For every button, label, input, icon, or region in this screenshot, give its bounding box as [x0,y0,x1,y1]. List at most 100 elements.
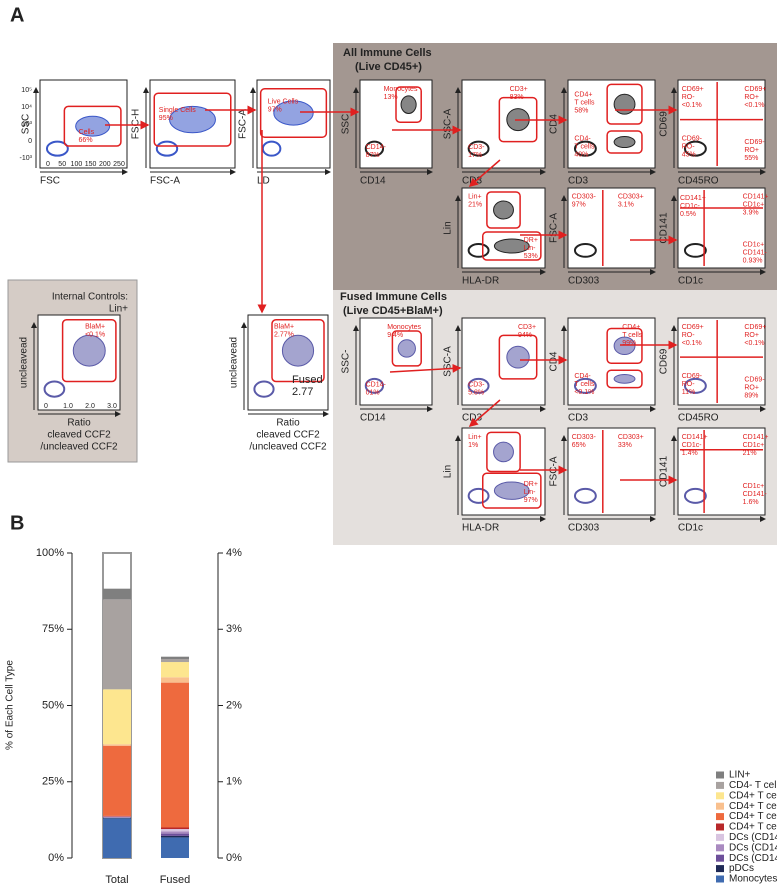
cell-cloud [364,140,385,157]
y-axis-label: SSC [21,114,32,135]
y-axis-label: CD69 [659,111,670,137]
gate-label: 97% [572,202,586,209]
x-axis-label: cleaved CCF2 [256,430,320,441]
gate-label: CD3+ [510,86,528,93]
gate-label: CD69+ [682,86,704,93]
gate-label: CD4- [574,135,591,142]
legend-swatch [716,865,724,873]
gate-label: Lin- [524,489,536,496]
section-title: (Live CD45+BlaM+) [343,305,443,317]
x-axis-label: FSC-A [150,176,180,187]
legend-label: CD4+ T cells (RO+CD69+) [729,822,777,833]
gate-label: Monocytes [384,86,418,93]
gate-label: CD69- [744,139,765,146]
legend-label: LIN+ [729,770,751,781]
gate-label: 1% [468,442,478,449]
bar-segment [103,599,131,690]
gate-label: T cells [622,332,643,339]
x-axis-label: HLA-DR [462,523,499,534]
y-tick-label: 10³ [22,121,33,128]
gate-label: 97% [268,106,282,113]
cell-cloud [397,339,416,358]
legend-swatch [716,781,724,789]
cell-cloud [281,334,315,367]
x-axis-label: CD303 [568,523,600,534]
gate-label: 0.93% [743,258,763,265]
gate-label: T cells [574,99,595,106]
gate [395,86,422,123]
cell-cloud [493,200,514,220]
cell-cloud [613,374,636,384]
gate [486,191,521,229]
gate [606,83,643,125]
gate-label: 5.8% [468,389,484,396]
legend-label: DCs (CD141+CD1c+) [729,842,777,853]
gate-label: 3.9% [743,210,759,217]
plot-frame [567,187,656,269]
gate-label: Live Cells [268,98,299,105]
gate-label: CD1c+ [743,202,765,209]
x-tick-label: 1.0 [63,403,73,410]
bar-segment [161,837,189,858]
y2-tick-label: 3% [226,623,242,635]
gate-label: 65% [572,442,586,449]
gate-label: CD1c+ [743,242,765,249]
x-tick-label: 250 [113,161,125,168]
bar-segment [103,689,131,745]
gate-label: 45% [682,151,696,158]
cell-cloud [573,140,597,157]
y-tick-label: 10⁴ [21,104,32,111]
cell-cloud [45,140,69,157]
gate-arrow [468,159,501,187]
gate-label: CD1c+ [743,442,765,449]
gate-arrow [468,399,501,427]
gate-label: 1.6% [743,499,759,506]
gate-label: CD141- [743,491,768,498]
x-tick-label: Fused [160,874,191,886]
gate [486,431,521,473]
x-axis-label: Ratio [276,418,300,429]
gate-note: Fused [292,374,323,386]
gate-label: 21% [743,450,757,457]
gate-label: 17% [468,152,482,159]
gate-label: CD69+ [682,324,704,331]
plot-frame [677,317,766,406]
y-axis-label: SSC- [341,350,352,374]
plot-frame [677,79,766,169]
gate-label: RO+ [744,94,759,101]
cell-cloud [493,238,530,254]
gate [63,105,122,147]
gate [271,319,325,383]
gate-label: 40% [574,151,588,158]
y-axis-label: FSC-A [549,456,560,486]
gate-label: 99% [622,340,636,347]
gate-label: CD4- [574,373,591,380]
gate [482,472,542,509]
legend-swatch [716,875,724,883]
bar-segment [103,745,131,816]
gate-label: CD303+ [618,194,644,201]
y-axis-label: SSC-A [443,346,454,377]
gate-label: 66% [79,137,93,144]
gate [61,319,117,383]
x-axis-label: cleaved CCF2 [47,430,111,441]
cell-cloud [155,140,179,157]
gate-label: 58% [574,107,588,114]
y-axis-label: FSC-A [549,213,560,243]
cell-cloud [683,140,707,157]
bar-segment [103,815,131,817]
legend-label: CD4- T cells [729,780,777,791]
y-axis-label: SSC [341,114,352,135]
cell-cloud [72,334,106,367]
gate-label: CD1c+ [743,483,765,490]
y-axis-label: FSC-A [238,109,249,139]
cell-cloud [273,100,314,126]
gate-label: CD303+ [618,434,644,441]
gate-label: CD141- [743,250,768,257]
y-tick-label: 50% [42,699,64,711]
plot-frame [461,317,546,406]
cell-cloud [493,441,514,463]
bar-segment [103,817,131,819]
section-title: (Live CD45+) [355,61,422,73]
cell-cloud [467,377,490,394]
